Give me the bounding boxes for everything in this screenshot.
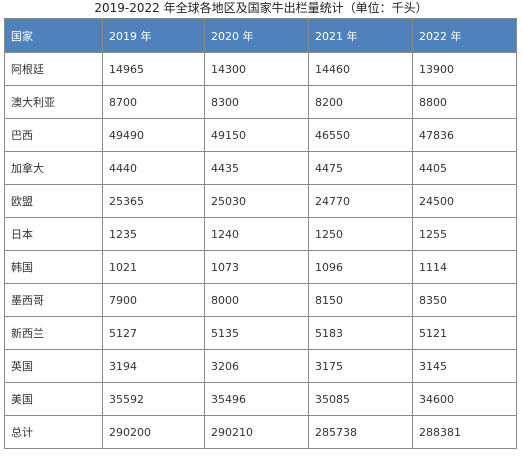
table-row: 韩国 1021 1073 1096 1114 [4,250,517,284]
value-cell-2022: 47836 [412,118,517,152]
header-cell-2022: 2022 年 [412,18,517,53]
header-cell-2021: 2021 年 [308,18,413,53]
value-cell-2020: 8000 [204,283,309,317]
value-cell-2020: 5135 [204,316,309,350]
value-cell-2019: 49490 [102,118,205,152]
value-cell-2022: 8800 [412,85,517,119]
value-cell-2022: 1255 [412,217,517,251]
table-row: 墨西哥 7900 8000 8150 8350 [4,283,517,317]
table-row: 新西兰 5127 5135 5183 5121 [4,316,517,350]
table-row: 欧盟 25365 25030 24770 24500 [4,184,517,218]
value-cell-2022: 13900 [412,52,517,86]
country-cell: 欧盟 [4,184,103,218]
value-cell-2019: 35592 [102,382,205,416]
value-cell-2019: 5127 [102,316,205,350]
value-cell-2021: 8150 [308,283,413,317]
total-cell-2020: 290210 [204,415,309,449]
country-cell: 英国 [4,349,103,383]
value-cell-2021: 5183 [308,316,413,350]
country-cell: 澳大利亚 [4,85,103,119]
value-cell-2022: 4405 [412,151,517,185]
table-caption: 2019-2022 年全球各地区及国家牛出栏量统计（单位：千头） [94,1,428,15]
total-label-cell: 总计 [4,415,103,449]
country-cell: 日本 [4,217,103,251]
table-row: 巴西 49490 49150 46550 47836 [4,118,517,152]
value-cell-2022: 34600 [412,382,517,416]
total-row: 总计 290200 290210 285738 288381 [4,415,517,449]
country-cell: 美国 [4,382,103,416]
value-cell-2020: 1073 [204,250,309,284]
value-cell-2020: 49150 [204,118,309,152]
value-cell-2022: 1114 [412,250,517,284]
cattle-slaughter-table: 国家 2019 年 2020 年 2021 年 2022 年 阿根廷 14965… [4,18,517,449]
value-cell-2019: 4440 [102,151,205,185]
country-cell: 阿根廷 [4,52,103,86]
header-cell-2019: 2019 年 [102,18,205,53]
value-cell-2019: 1021 [102,250,205,284]
value-cell-2022: 8350 [412,283,517,317]
value-cell-2019: 1235 [102,217,205,251]
table-row: 澳大利亚 8700 8300 8200 8800 [4,85,517,119]
value-cell-2020: 14300 [204,52,309,86]
value-cell-2021: 1250 [308,217,413,251]
value-cell-2021: 24770 [308,184,413,218]
total-cell-2021: 285738 [308,415,413,449]
value-cell-2019: 8700 [102,85,205,119]
value-cell-2019: 7900 [102,283,205,317]
value-cell-2020: 8300 [204,85,309,119]
country-cell: 墨西哥 [4,283,103,317]
value-cell-2020: 25030 [204,184,309,218]
table-row: 阿根廷 14965 14300 14460 13900 [4,52,517,86]
value-cell-2019: 3194 [102,349,205,383]
country-cell: 韩国 [4,250,103,284]
header-row: 国家 2019 年 2020 年 2021 年 2022 年 [4,18,517,53]
country-cell: 加拿大 [4,151,103,185]
value-cell-2022: 3145 [412,349,517,383]
value-cell-2022: 5121 [412,316,517,350]
header-cell-country: 国家 [4,18,103,53]
value-cell-2022: 24500 [412,184,517,218]
value-cell-2020: 4435 [204,151,309,185]
value-cell-2021: 35085 [308,382,413,416]
table-row: 美国 35592 35496 35085 34600 [4,382,517,416]
value-cell-2020: 1240 [204,217,309,251]
value-cell-2021: 46550 [308,118,413,152]
value-cell-2019: 14965 [102,52,205,86]
country-cell: 巴西 [4,118,103,152]
value-cell-2021: 1096 [308,250,413,284]
table-row: 英国 3194 3206 3175 3145 [4,349,517,383]
value-cell-2021: 8200 [308,85,413,119]
country-cell: 新西兰 [4,316,103,350]
header-cell-2020: 2020 年 [204,18,309,53]
value-cell-2020: 3206 [204,349,309,383]
total-cell-2019: 290200 [102,415,205,449]
value-cell-2019: 25365 [102,184,205,218]
value-cell-2021: 3175 [308,349,413,383]
total-cell-2022: 288381 [412,415,517,449]
value-cell-2020: 35496 [204,382,309,416]
value-cell-2021: 14460 [308,52,413,86]
table-row: 加拿大 4440 4435 4475 4405 [4,151,517,185]
table-row: 日本 1235 1240 1250 1255 [4,217,517,251]
value-cell-2021: 4475 [308,151,413,185]
